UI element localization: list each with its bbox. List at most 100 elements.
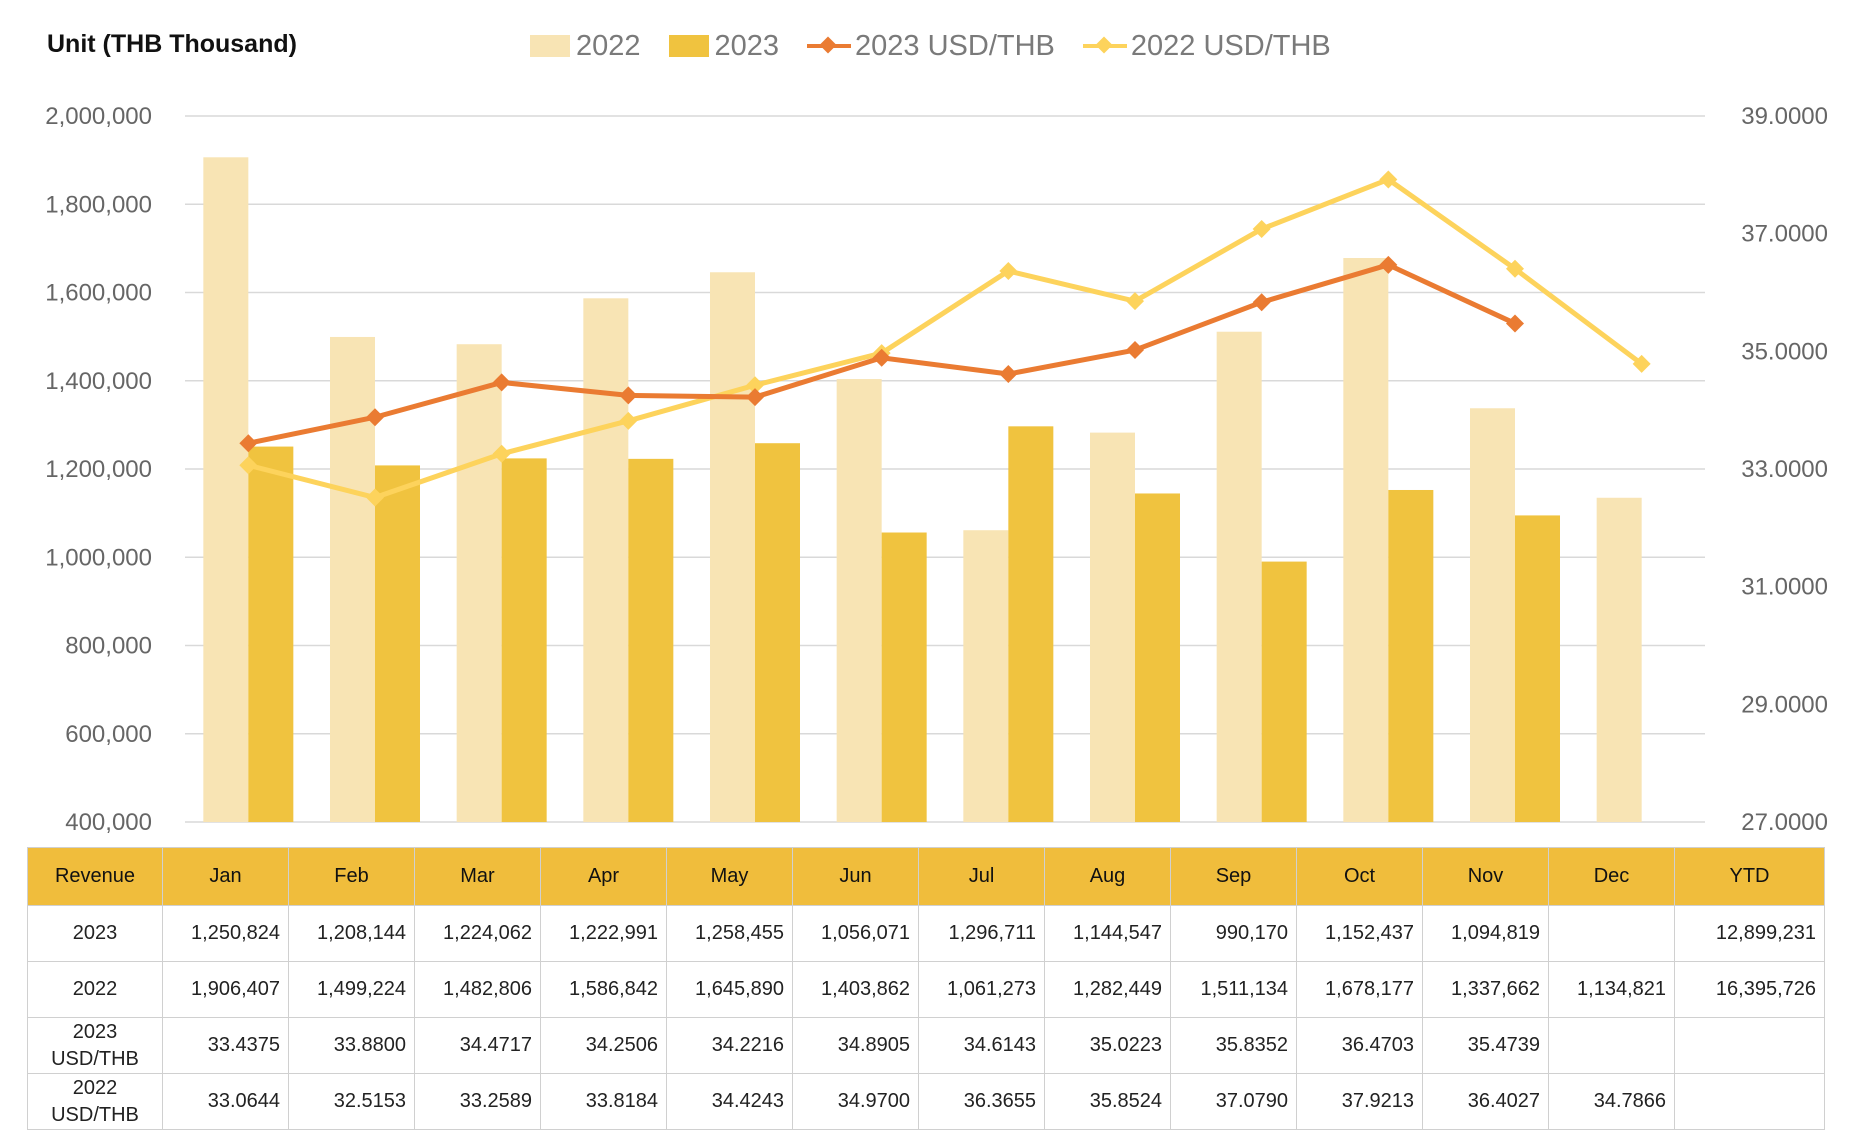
table-header-revenue: Revenue bbox=[27, 847, 163, 906]
table-cell: 34.2216 bbox=[666, 1017, 793, 1074]
table-cell: 1,152,437 bbox=[1296, 905, 1423, 962]
point-2022-usd-thb bbox=[1126, 292, 1144, 311]
legend-item: 2022 bbox=[530, 30, 641, 63]
table-row: 2022 1,906,407 1,499,224 1,482,806 1,586,842… bbox=[27, 961, 1825, 1018]
row-label: 2023 bbox=[27, 905, 163, 962]
table-cell: 1,258,455 bbox=[666, 905, 793, 962]
y-left-tick-label: 400,000 bbox=[65, 809, 152, 836]
point-2022-usd-thb bbox=[1506, 259, 1524, 278]
table-cell: 35.8524 bbox=[1044, 1073, 1171, 1130]
table-cell: 36.3655 bbox=[918, 1073, 1045, 1130]
legend-label: 2023 bbox=[714, 29, 780, 62]
table-cell: 33.0644 bbox=[162, 1073, 289, 1130]
table-header-cell: Dec bbox=[1548, 847, 1675, 906]
bar-2022 bbox=[203, 157, 249, 822]
legend-item: 2022 USD/THB bbox=[1082, 30, 1331, 63]
bar-2022 bbox=[836, 379, 882, 822]
table-cell: 1,906,407 bbox=[162, 961, 289, 1018]
point-2022-usd-thb bbox=[619, 411, 638, 430]
bar-2023 bbox=[1135, 493, 1180, 822]
row-label: 2022 bbox=[27, 961, 163, 1018]
table-cell: 35.0223 bbox=[1044, 1017, 1171, 1074]
unit-label: Unit (THB Thousand) bbox=[47, 30, 297, 58]
bar-2022 bbox=[583, 298, 629, 822]
y-right-tick-label: 35.0000 bbox=[1741, 338, 1828, 365]
table-cell: 34.4717 bbox=[414, 1017, 541, 1074]
table-cell: 33.8800 bbox=[288, 1017, 415, 1074]
point-2022-usd-thb bbox=[1632, 354, 1651, 373]
table-cell: 34.8905 bbox=[792, 1017, 919, 1074]
table-cell: 37.0790 bbox=[1170, 1073, 1297, 1130]
y-left-tick-label: 1,200,000 bbox=[45, 456, 152, 483]
table-cell: 1,224,062 bbox=[414, 905, 541, 962]
bar-2022 bbox=[456, 344, 502, 822]
legend-swatch bbox=[668, 35, 709, 57]
table-cell: 1,134,821 bbox=[1548, 961, 1675, 1018]
bar-2022 bbox=[1470, 408, 1515, 822]
table-cell: 1,296,711 bbox=[918, 905, 1045, 962]
table-row: 2022 USD/THB 33.0644 32.5153 33.2589 33.8184 3… bbox=[27, 1073, 1825, 1130]
y-right-tick-label: 33.0000 bbox=[1741, 456, 1828, 483]
table-cell bbox=[1548, 905, 1675, 962]
table-cell: 35.4739 bbox=[1422, 1017, 1549, 1074]
point-2022-usd-thb bbox=[1379, 170, 1398, 189]
combo-chart: Unit (THB Thousand) 2022 2023 2023 USD/THB… bbox=[45, 28, 1828, 837]
table-cell bbox=[1548, 1017, 1675, 1074]
table-header-cell: Jan bbox=[162, 847, 289, 906]
table-cell bbox=[1674, 1073, 1825, 1130]
bar-2023 bbox=[1008, 426, 1054, 822]
table-header-cell: May bbox=[666, 847, 793, 906]
table-cell: 1,645,890 bbox=[666, 961, 793, 1018]
table-cell: 1,222,991 bbox=[540, 905, 667, 962]
bar-2022 bbox=[963, 530, 1009, 822]
point-2023-usd-thb bbox=[366, 408, 384, 427]
y-left-tick-label: 1,600,000 bbox=[45, 280, 152, 307]
point-2023-usd-thb bbox=[492, 373, 511, 392]
legend-item: 2023 bbox=[668, 29, 780, 63]
table-cell: 1,094,819 bbox=[1422, 905, 1549, 962]
table-cell: 1,061,273 bbox=[918, 961, 1045, 1018]
bar-2023 bbox=[1261, 561, 1307, 822]
point-2022-usd-thb bbox=[746, 376, 764, 395]
table-cell: 32.5153 bbox=[288, 1073, 415, 1130]
point-2023-usd-thb bbox=[1506, 314, 1524, 333]
table-header-cell: Mar bbox=[414, 847, 541, 906]
bar-2023 bbox=[1515, 515, 1560, 822]
bar-2023 bbox=[628, 458, 674, 822]
table-header-cell: Sep bbox=[1170, 847, 1297, 906]
bar-2022 bbox=[1090, 432, 1135, 822]
point-2022-usd-thb bbox=[239, 456, 258, 475]
table-cell: 33.4375 bbox=[162, 1017, 289, 1074]
y-left-tick-label: 1,000,000 bbox=[45, 544, 152, 571]
table-cell: 34.6143 bbox=[918, 1017, 1045, 1074]
bar-2023 bbox=[375, 465, 420, 822]
table-row: 2023 1,250,824 1,208,144 1,224,062 1,222,991… bbox=[27, 905, 1825, 962]
chart-legend: 2022 2023 2023 USD/THB 2022 USD/THB bbox=[530, 28, 1359, 64]
table-cell: 1,482,806 bbox=[414, 961, 541, 1018]
bar-2023 bbox=[881, 532, 927, 822]
table-cell: 1,282,449 bbox=[1044, 961, 1171, 1018]
table-header-cell: Aug bbox=[1044, 847, 1171, 906]
table-cell: 33.2589 bbox=[414, 1073, 541, 1130]
bar-2023 bbox=[755, 443, 800, 822]
line-2022-usd-thb bbox=[247, 176, 1644, 501]
table-cell: 36.4027 bbox=[1422, 1073, 1549, 1130]
table-cell: 1,144,547 bbox=[1044, 905, 1171, 962]
bar-2023 bbox=[1388, 489, 1434, 822]
table-cell: 1,337,662 bbox=[1422, 961, 1549, 1018]
bar-2023 bbox=[248, 446, 294, 822]
table-header-cell: Apr bbox=[540, 847, 667, 906]
point-2022-usd-thb bbox=[492, 444, 511, 463]
y-right-tick-label: 39.0000 bbox=[1741, 103, 1828, 130]
table-cell: 1,511,134 bbox=[1170, 961, 1297, 1018]
table-cell: 34.4243 bbox=[666, 1073, 793, 1130]
y-left-tick-label: 800,000 bbox=[65, 633, 152, 660]
table-header-cell: Jul bbox=[918, 847, 1045, 906]
bar-2023 bbox=[501, 458, 547, 822]
chart-plot: 400,000 600,000 800,000 1,000,000 1,200,000 1… bbox=[45, 103, 1828, 836]
legend-line-marker bbox=[807, 35, 852, 57]
table-cell: 990,170 bbox=[1170, 905, 1297, 962]
table-header-cell: YTD bbox=[1674, 847, 1825, 906]
table-header-cell: Nov bbox=[1422, 847, 1549, 906]
point-2023-usd-thb bbox=[239, 434, 258, 453]
